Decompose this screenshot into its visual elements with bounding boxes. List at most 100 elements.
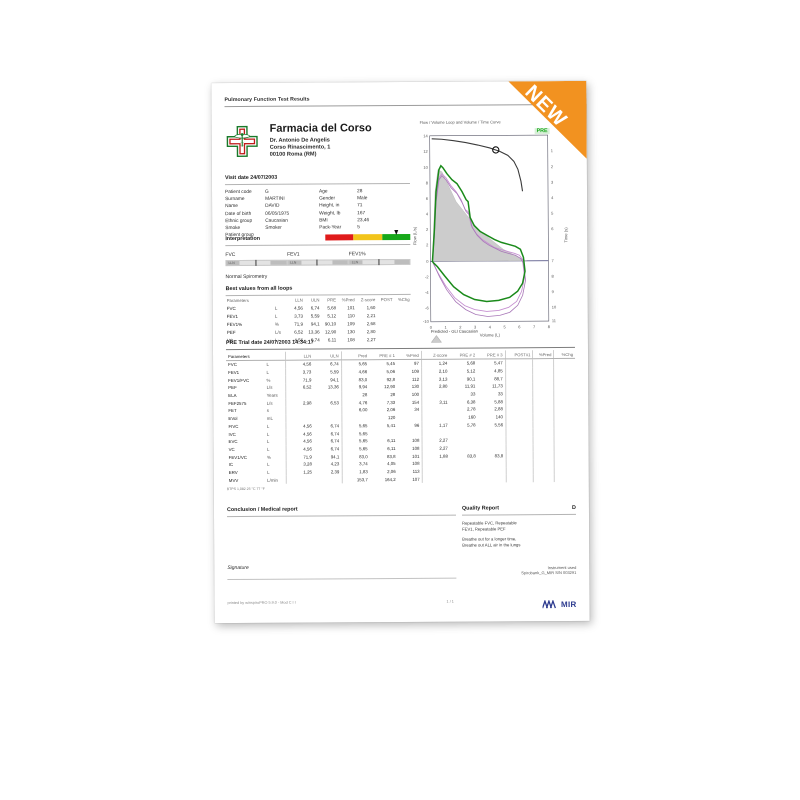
cell-pctchg	[554, 458, 576, 467]
cell-post1	[505, 389, 534, 398]
conclusion-section: Conclusion / Medical report	[227, 506, 457, 518]
param-bar-high-zone	[270, 260, 287, 265]
interpretation-divider	[225, 243, 411, 247]
cell-post1	[505, 428, 534, 437]
cell-pre2: 2,78	[466, 407, 476, 413]
cell-pre3	[478, 467, 506, 475]
mir-waves-icon	[542, 600, 557, 609]
cell-uln: 5,59	[310, 313, 320, 319]
cell-unit: L	[266, 369, 269, 375]
cell-pre2: 5,12	[466, 368, 476, 374]
svg-text:6: 6	[518, 324, 521, 329]
cell-pre1: 12,90	[384, 384, 396, 390]
chart-y2-axis-label: Time (s)	[563, 227, 568, 243]
col-pred: Pred	[341, 351, 370, 360]
param-bar-label: FEV1	[287, 251, 300, 258]
cell-pctpred: 100	[411, 391, 420, 398]
cell-pre: 5,68	[327, 305, 337, 311]
cell-pre2: 83,8	[467, 453, 476, 459]
quality-grade-badge: D	[572, 504, 576, 511]
col-uln: ULN	[310, 297, 320, 303]
svg-text:9: 9	[552, 289, 555, 294]
cell-zscore	[421, 413, 450, 422]
col-parameters: Parameters	[226, 297, 249, 303]
cell-unit: L/s	[266, 385, 273, 391]
cell-pre2: 6,38	[466, 399, 476, 405]
cell-post1	[505, 436, 534, 444]
svg-text:12: 12	[423, 149, 428, 154]
svg-text:8: 8	[426, 180, 429, 185]
cell-pctpred: 109	[347, 320, 355, 327]
cell-post1	[505, 382, 534, 391]
cell-uln: 6,74	[330, 430, 340, 436]
col-unit	[274, 296, 291, 304]
cell-uln: 6,74	[330, 446, 340, 452]
cell-unit: L/s	[266, 400, 273, 406]
svg-text:-4: -4	[425, 290, 429, 295]
cell-pctpred: 108	[412, 438, 420, 444]
gauge-yellow-zone	[353, 234, 383, 241]
param-bar-high-zone	[393, 259, 410, 265]
col-unit	[264, 351, 286, 361]
cell-pre3: 11,73	[492, 383, 503, 389]
cell-unit: L	[267, 462, 270, 468]
cell-pctpred: 112	[412, 376, 420, 382]
param-bar-fvc: FVC LLN	[225, 252, 288, 267]
cell-pre3: 5,88	[494, 399, 503, 405]
cell-lln: 2,98	[285, 398, 314, 407]
cell-pre3: 5,47	[494, 360, 503, 366]
cell-post1	[505, 374, 534, 383]
cell-zscore	[421, 390, 450, 399]
cell-zscore: 2,10	[421, 367, 450, 376]
cell-pctpred: 96	[414, 422, 420, 428]
pre-trial-section: PRE Trial date 24/07/2003 14:34:17 Param…	[226, 338, 576, 491]
cell-pctchg	[554, 451, 576, 459]
cell-pred: 9,94	[341, 383, 370, 392]
cell-zscore: 1,88	[421, 451, 450, 460]
cell-lln: 4,56	[285, 429, 314, 438]
svg-text:7: 7	[551, 258, 554, 263]
cell-pred	[341, 414, 370, 422]
svg-text:1: 1	[444, 325, 447, 330]
cell-pctchg	[554, 428, 576, 436]
interpretation-section: Interpretation FVC LLN	[225, 230, 411, 280]
cell-uln: 4,23	[330, 461, 340, 467]
param-bar-high-zone	[332, 260, 348, 265]
cell-pre1: 6,11	[387, 438, 396, 444]
cell-pre1: 83,8	[387, 453, 396, 459]
cell-pre1: 92,8	[386, 376, 396, 382]
cell-pctpred	[397, 414, 421, 422]
best-values-heading: Best values from all loops	[225, 285, 293, 293]
cell-pred: 5,65	[341, 444, 370, 453]
cell-zscore: 2,68	[366, 320, 376, 326]
svg-text:2: 2	[551, 164, 554, 169]
cell-uln: 94,1	[330, 377, 339, 383]
patient-info-table: Patient code G Age 28 Surname MARTINI Ge…	[225, 188, 410, 240]
param-bar-value-tick	[255, 259, 257, 266]
visit-heading: Visit date 24/07/2003	[224, 174, 278, 182]
cell-zscore	[422, 467, 451, 476]
new-ribbon: NEW	[508, 80, 587, 160]
cell-pre3: 33	[497, 391, 503, 397]
cell-zscore: 3,11	[421, 398, 450, 406]
cell-pre1: 28	[390, 392, 396, 398]
quality-report-section: Quality Report D Repeatable FVC, Repeata…	[462, 504, 576, 576]
cell-pctchg	[554, 474, 576, 483]
page-title: Pulmonary Function Test Results	[224, 96, 310, 104]
gauge-red-zone	[325, 234, 354, 241]
cell-uln	[313, 391, 341, 399]
cell-post1	[505, 397, 534, 406]
cell-zscore: 2,80	[366, 328, 376, 334]
cell-pre2	[450, 475, 478, 483]
cell-lln	[285, 414, 314, 423]
cell-zscore: 2,27	[421, 436, 450, 445]
cell-zscore	[421, 405, 450, 414]
cell-post1	[505, 466, 534, 475]
cell-unit: Years	[266, 392, 278, 398]
cell-post1	[505, 474, 534, 483]
cell-lln: 6,52	[294, 329, 304, 335]
cell-pre1: 2,06	[387, 469, 396, 475]
cell-zscore: 2,21	[366, 312, 376, 318]
svg-text:4: 4	[551, 195, 554, 200]
svg-text:3: 3	[551, 180, 554, 185]
